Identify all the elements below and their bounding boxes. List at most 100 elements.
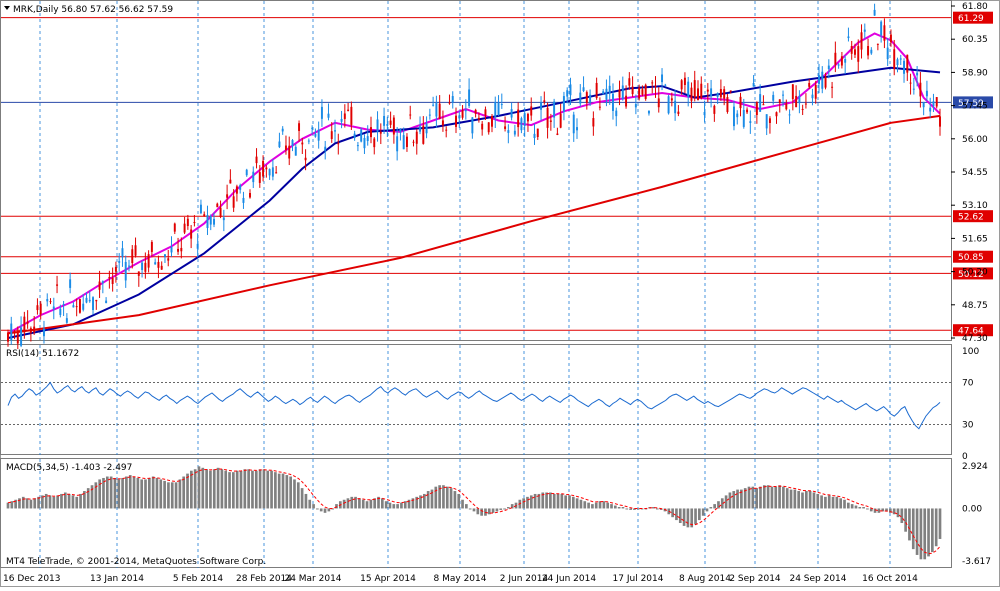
macd-bar <box>60 493 63 509</box>
bull-candle <box>101 281 104 284</box>
bear-candle <box>651 82 654 84</box>
level-badge <box>953 250 993 263</box>
x-tick-label: 24 Sep 2014 <box>789 574 846 584</box>
bull-candle <box>340 118 343 122</box>
rsi-line <box>1 381 951 430</box>
bear-candle <box>441 120 444 126</box>
bull-candle <box>579 92 582 104</box>
macd-bar <box>656 508 659 510</box>
macd-tick-label: -3.617 <box>962 557 991 567</box>
bear-candle <box>203 214 206 217</box>
bear-candle <box>7 332 9 342</box>
macd-bar <box>285 475 289 509</box>
bear-candle <box>867 45 870 56</box>
macd-bar <box>839 498 843 509</box>
macd-bar <box>629 508 632 510</box>
bull-candle <box>386 123 389 126</box>
collapse-triangle-icon[interactable] <box>4 6 10 10</box>
macd-bar <box>266 470 270 509</box>
macd-bar <box>423 493 426 509</box>
bull-candle <box>782 94 785 96</box>
y-tick-label: 58.90 <box>962 68 988 78</box>
bear-candle <box>150 241 153 252</box>
bear-candle <box>392 117 395 135</box>
bull-candle <box>605 88 608 100</box>
macd-bar <box>613 505 617 509</box>
bull-candle <box>170 247 173 253</box>
bull-candle <box>687 81 690 98</box>
macd-bar <box>14 499 17 509</box>
bear-candle <box>693 80 696 98</box>
macd-bar <box>277 473 281 509</box>
bull-candle <box>425 123 428 134</box>
bull-candle <box>92 297 95 311</box>
rsi-tick-label: 30 <box>962 421 974 431</box>
macd-bar <box>594 502 598 509</box>
bear-candle <box>775 112 778 117</box>
macd-bar <box>931 508 934 553</box>
bear-candle <box>657 98 660 108</box>
y-tick-label: 51.65 <box>962 234 988 244</box>
macd-bar <box>831 496 835 509</box>
bear-candle <box>487 122 490 133</box>
bear-candle <box>893 49 896 70</box>
macd-bar <box>438 485 441 509</box>
macd-bar <box>159 479 163 509</box>
bull-candle <box>523 113 526 126</box>
bear-candle <box>644 84 647 99</box>
macd-bar <box>919 508 923 560</box>
macd-bar <box>94 482 98 509</box>
macd-bar <box>113 477 117 509</box>
macd-bar <box>289 476 292 509</box>
bull-candle <box>674 100 677 114</box>
macd-bar <box>316 508 319 510</box>
macd-bar <box>740 489 743 509</box>
bear-candle <box>33 326 36 333</box>
bull-candle <box>128 265 130 267</box>
bull-candle <box>562 96 565 112</box>
bull-candle <box>458 115 461 119</box>
bull-candle <box>912 88 915 90</box>
macd-bar <box>90 485 94 509</box>
bear-candle <box>226 194 229 198</box>
bear-candle <box>409 114 412 116</box>
bull-candle <box>124 261 127 281</box>
bull-candle <box>572 114 575 134</box>
macd-bar <box>747 486 751 509</box>
bull-candle <box>213 218 216 225</box>
copyright-text: MT4 TeleTrade, © 2001-2014, MetaQuotes S… <box>6 557 266 567</box>
bull-candle <box>59 308 62 315</box>
bear-candle <box>422 125 425 144</box>
macd-bar <box>507 507 510 509</box>
bull-candle <box>278 141 281 148</box>
macd-bar <box>778 485 781 509</box>
macd-bar <box>403 501 407 509</box>
macd-bar <box>885 508 888 512</box>
bull-candle <box>903 60 906 74</box>
y-tick-label: 54.55 <box>962 168 988 178</box>
x-tick-label: 24 Mar 2014 <box>284 574 341 584</box>
bear-candle <box>484 109 487 116</box>
macd-panel <box>0 458 952 568</box>
bull-candle <box>732 106 735 127</box>
macd-bar <box>125 476 128 509</box>
macd-bar <box>571 496 575 509</box>
macd-bar <box>434 486 438 509</box>
bear-candle <box>530 106 533 116</box>
bull-candle <box>553 101 556 118</box>
bear-candle <box>939 116 941 127</box>
bull-candle <box>88 299 91 302</box>
bear-candle <box>337 143 340 145</box>
macd-bar <box>808 491 812 509</box>
axis-labels: 16 Dec 2013 13 Jan 2014 5 Feb 2014 28 Feb 2… <box>3 2 991 584</box>
bull-candle <box>608 85 611 94</box>
macd-bar <box>564 495 568 509</box>
macd-bar <box>346 498 350 509</box>
bear-candle <box>262 160 265 177</box>
bear-candle <box>455 115 457 127</box>
bull-candle <box>281 128 284 132</box>
macd-bar <box>892 508 896 515</box>
bull-candle <box>837 64 840 66</box>
